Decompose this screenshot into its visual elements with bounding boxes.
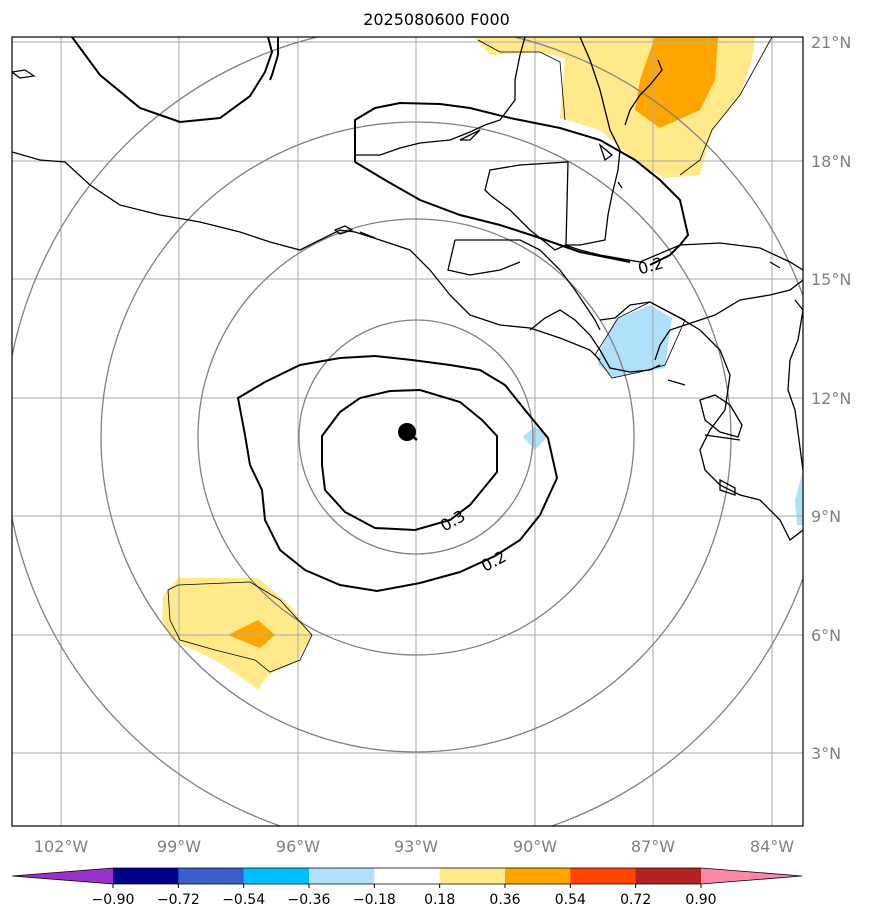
range-rings: [12, 37, 803, 826]
coastlines: [12, 37, 803, 541]
colorbar-tick-label: 0.54: [555, 892, 586, 908]
colorbar-tick-label: −0.36: [288, 892, 331, 908]
lat-label: 18°N: [811, 152, 851, 171]
map-title: 2025080600 F000: [363, 10, 510, 29]
colorbar-segment: [439, 868, 506, 884]
map-panel: 0.3 0.2 0.2: [12, 37, 803, 826]
contour-inner-ring: [321, 388, 498, 532]
lon-label: 96°W: [276, 837, 320, 856]
colorbar-segment: [635, 868, 702, 884]
colorbar-segment: [570, 868, 637, 884]
colorbar: −0.90 −0.72 −0.54 −0.36 −0.18 0.18 0.36 0.54 0.7…: [11, 867, 803, 908]
longitude-axis: 102°W 99°W 96°W 93°W 90°W 87°W 84°W: [34, 837, 794, 856]
shade-negative-east-edge: [795, 470, 803, 525]
lon-label: 99°W: [157, 837, 201, 856]
map-frame: [11, 36, 804, 827]
colorbar-tick-label: −0.54: [222, 892, 265, 908]
colorbar-tick-label: 0.36: [489, 892, 520, 908]
colorbar-segment: [243, 868, 310, 884]
contour-label-outer: 0.2: [478, 547, 509, 576]
contour-label-north: 0.2: [636, 253, 666, 278]
storm-center-marker: [398, 423, 416, 441]
lon-label: 87°W: [631, 837, 675, 856]
colorbar-segment: [374, 868, 441, 884]
colorbar-segment: [309, 868, 375, 884]
colorbar-extend-low: [12, 868, 113, 884]
lon-label: 93°W: [394, 837, 438, 856]
lat-label: 12°N: [811, 389, 851, 408]
colorbar-segment: [178, 868, 245, 884]
graticule: [12, 37, 803, 826]
latitude-axis: 21°N 18°N 15°N 12°N 9°N 6°N 3°N: [811, 33, 851, 763]
shade-strong-northeast: [635, 37, 718, 128]
colorbar-tick-label: 0.72: [620, 892, 651, 908]
shade-strong-southwest: [228, 620, 275, 648]
region-outlines: [167, 37, 773, 673]
colorbar-segment: [505, 868, 571, 884]
contour-outer-ring: [236, 354, 559, 593]
contour-northwest: [71, 37, 279, 124]
lon-label: 90°W: [513, 837, 557, 856]
lon-label: 102°W: [34, 837, 89, 856]
colorbar-tick-label: −0.72: [157, 892, 200, 908]
colorbar-tick-label: 0.90: [685, 892, 716, 908]
lat-label: 6°N: [811, 626, 841, 645]
lat-label: 9°N: [811, 507, 841, 526]
contour-north-band: [354, 101, 690, 266]
contours: [71, 37, 690, 593]
colorbar-tick-label: −0.90: [92, 892, 135, 908]
lon-label: 84°W: [750, 837, 794, 856]
colorbar-segment: [113, 868, 179, 884]
colorbar-tick-label: 0.18: [424, 892, 455, 908]
lat-label: 21°N: [811, 33, 851, 52]
colorbar-tick-label: −0.18: [353, 892, 396, 908]
lat-label: 15°N: [811, 270, 851, 289]
colorbar-extend-high: [701, 868, 802, 884]
lat-label: 3°N: [811, 744, 841, 763]
